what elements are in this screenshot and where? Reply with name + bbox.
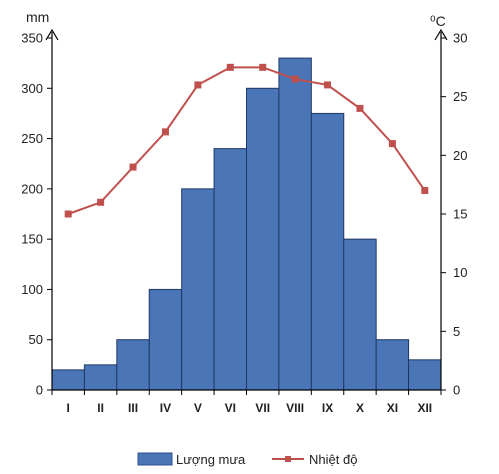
right-tick-label: 15 bbox=[453, 207, 467, 222]
bar-III bbox=[116, 339, 150, 391]
axes bbox=[45, 28, 448, 395]
temp-point-X bbox=[356, 104, 364, 112]
right-axis-unit: ⁰C bbox=[430, 13, 446, 29]
bar-II bbox=[83, 364, 118, 391]
x-tick-label: I bbox=[67, 401, 70, 415]
right-tick-label: 10 bbox=[453, 265, 467, 280]
left-tick-label: 300 bbox=[21, 81, 43, 96]
x-tick-label: IV bbox=[160, 401, 171, 415]
legend: Lượng mưa Nhiệt độ bbox=[137, 452, 357, 467]
right-axis-arrow bbox=[434, 28, 448, 41]
left-axis-arrow bbox=[45, 28, 59, 41]
x-tick-label: VII bbox=[255, 401, 270, 415]
bar-VII bbox=[246, 87, 280, 391]
temp-point-IX bbox=[324, 81, 332, 89]
temp-point-I bbox=[64, 210, 72, 218]
temperature-line bbox=[64, 63, 429, 218]
x-tick-label: VI bbox=[225, 401, 236, 415]
bar-IX bbox=[310, 112, 345, 391]
bar-XI bbox=[375, 339, 410, 391]
x-tick-label: V bbox=[194, 401, 202, 415]
bar-VIII bbox=[278, 57, 312, 391]
right-tick-label: 0 bbox=[453, 383, 460, 398]
legend-precip-swatch bbox=[137, 452, 173, 466]
x-tick-label: III bbox=[128, 401, 138, 415]
temp-point-VIII bbox=[291, 75, 299, 83]
left-tick-label: 100 bbox=[21, 282, 43, 297]
temp-point-V bbox=[194, 81, 202, 89]
precipitation-bars bbox=[51, 57, 442, 391]
temp-point-XII bbox=[421, 187, 429, 195]
temperature-polyline bbox=[67, 66, 426, 215]
bar-XII bbox=[408, 359, 442, 391]
bar-IV bbox=[148, 288, 183, 391]
temp-point-XI bbox=[388, 140, 396, 148]
x-tick-label: X bbox=[356, 401, 364, 415]
bar-X bbox=[343, 238, 377, 391]
x-tick-label: VIII bbox=[286, 401, 304, 415]
temp-point-VI bbox=[226, 63, 234, 71]
bar-V bbox=[181, 188, 215, 391]
x-tick-label: XI bbox=[387, 401, 398, 415]
x-tick-label: II bbox=[97, 401, 104, 415]
bar-I bbox=[51, 369, 85, 391]
right-tick-label: 5 bbox=[453, 324, 460, 339]
left-tick-label: 250 bbox=[21, 131, 43, 146]
left-tick-label: 150 bbox=[21, 232, 43, 247]
left-tick-label: 0 bbox=[36, 383, 43, 398]
temp-point-II bbox=[97, 198, 105, 206]
temp-point-III bbox=[129, 163, 137, 171]
bar-VI bbox=[213, 148, 247, 391]
right-tick-label: 30 bbox=[453, 31, 467, 46]
left-tick-label: 50 bbox=[29, 332, 43, 347]
temp-point-IV bbox=[161, 128, 169, 136]
right-tick-label: 20 bbox=[453, 148, 467, 163]
legend-temp-label: Nhiệt độ bbox=[309, 452, 357, 467]
legend-precip-label: Lượng mưa bbox=[176, 452, 246, 467]
x-tick-label: XII bbox=[417, 401, 432, 415]
temp-point-VII bbox=[259, 63, 267, 71]
right-tick-label: 25 bbox=[453, 89, 467, 104]
legend-temp-marker bbox=[285, 456, 291, 462]
left-axis-unit: mm bbox=[26, 9, 49, 25]
left-tick-label: 350 bbox=[21, 31, 43, 46]
x-tick-label: IX bbox=[322, 401, 333, 415]
left-tick-label: 200 bbox=[21, 181, 43, 196]
